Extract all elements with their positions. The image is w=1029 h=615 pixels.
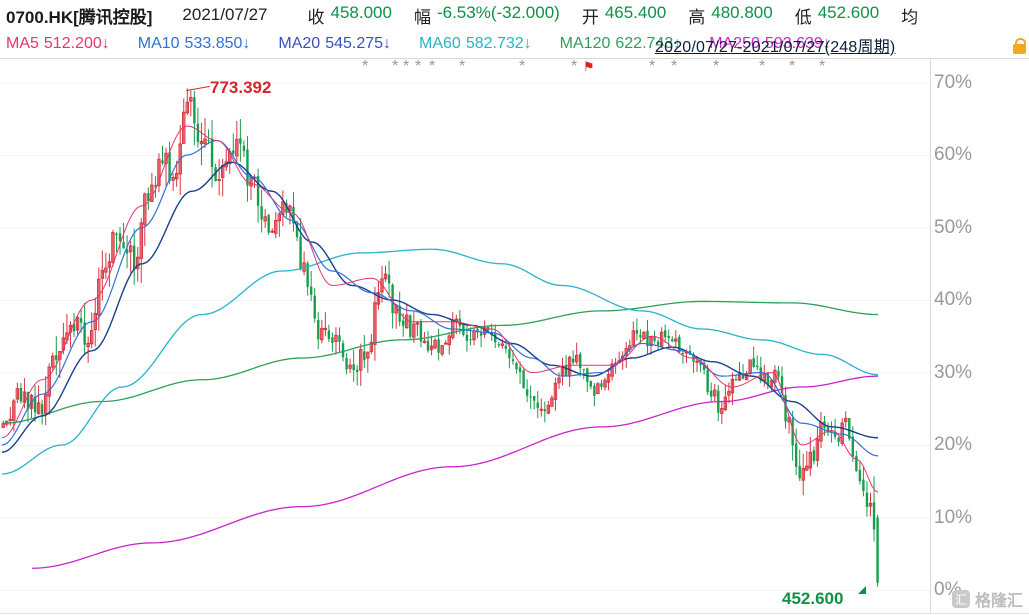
ma10-readout: MA10 533.850↓ [138, 35, 251, 53]
ma250-readout: MA250 593.639↓ [709, 35, 831, 53]
ma20-value: 545.275↓ [325, 34, 392, 52]
ma5-value: 512.200↓ [43, 34, 110, 52]
y-axis-tick-label: 50% [934, 216, 973, 238]
period-range-selector[interactable]: 2020/07/27-2021/07/27(248周期) [655, 39, 896, 56]
watermark: 汇 格隆汇 [951, 587, 1023, 611]
peak-price-annotation: 773.392 [210, 78, 272, 97]
event-asterisk-marker[interactable]: * [671, 58, 678, 75]
y-axis-tick-label: 20% [934, 434, 973, 455]
change-field: 幅 -6.53%(-32.000) [414, 3, 560, 28]
event-asterisk-marker[interactable]: * [392, 58, 399, 75]
event-asterisk-marker[interactable]: * [789, 58, 796, 75]
change-value: -6.53%(-32.000) [436, 2, 560, 22]
event-asterisk-marker[interactable]: * [571, 58, 578, 75]
ma120-readout: MA120 622.743↓ [560, 35, 682, 53]
chart-bottom-border [0, 613, 1029, 614]
ma120-label: MA120 [559, 34, 611, 52]
close-label: 收 [307, 7, 325, 27]
y-axis-tick-label: 70% [934, 71, 973, 93]
quote-date: 2021/07/27 [182, 5, 268, 24]
ma20-readout: MA20 545.275↓ [278, 35, 391, 53]
high-value: 480.800 [711, 2, 773, 22]
high-field: 高 480.800 [688, 3, 772, 28]
chart-right-border [930, 58, 931, 613]
ma60-readout: MA60 582.732↓ [419, 35, 532, 53]
y-axis-tick-label: 40% [934, 289, 973, 310]
lock-icon[interactable] [1013, 38, 1026, 54]
event-asterisk-marker[interactable]: * [403, 58, 410, 75]
close-value: 458.000 [330, 2, 392, 22]
chart-top-border [0, 58, 1029, 59]
ma10-value: 533.850↓ [184, 34, 251, 52]
ma10-label: MA10 [137, 34, 180, 52]
event-asterisk-marker[interactable]: * [429, 58, 436, 75]
event-asterisk-marker[interactable]: * [415, 58, 422, 75]
ma250-value: 593.639↓ [764, 34, 831, 52]
event-asterisk-marker[interactable]: * [519, 58, 526, 75]
ma-bar: MA5 512.200↓ MA10 533.850↓ MA20 545.275↓… [0, 30, 1029, 57]
ma60-value: 582.732↓ [465, 34, 532, 52]
open-field: 开 465.400 [582, 3, 666, 28]
avg-field: 均 [901, 3, 918, 28]
event-asterisk-marker[interactable]: * [649, 58, 656, 75]
ma5-label: MA5 [6, 34, 39, 52]
low-label: 低 [794, 7, 812, 27]
event-asterisk-marker[interactable]: * [759, 58, 766, 75]
ma120-value: 622.743↓ [615, 34, 682, 52]
low-marker-icon [858, 586, 866, 594]
event-asterisk-marker[interactable]: * [819, 58, 826, 75]
ticker-symbol: 0700.HK[腾讯控股] [6, 7, 153, 27]
open-value: 465.400 [604, 2, 667, 22]
event-asterisk-marker[interactable]: * [459, 58, 466, 75]
quote-bar: 0700.HK[腾讯控股] 2021/07/27 收 458.000 幅 -6.… [0, 0, 1029, 30]
ma5-readout: MA5 512.200↓ [6, 35, 110, 53]
ma250-label: MA250 [709, 34, 760, 52]
high-label: 高 [688, 7, 706, 27]
low-price-annotation: 452.600 [782, 589, 844, 608]
low-value: 452.600 [817, 2, 880, 22]
event-flag-icon[interactable]: ⚑ [583, 59, 595, 74]
watermark-text: 格隆汇 [974, 593, 1023, 610]
ma20-label: MA20 [278, 34, 321, 52]
open-label: 开 [581, 7, 599, 27]
event-asterisk-marker[interactable]: * [362, 58, 369, 75]
y-axis-tick-label: 30% [934, 361, 973, 383]
event-asterisk-marker[interactable]: * [713, 58, 720, 75]
change-label: 幅 [413, 7, 431, 27]
gelonghui-logo-icon: 汇 [951, 590, 970, 608]
avg-label: 均 [901, 7, 919, 27]
close-field: 收 458.000 [308, 3, 392, 28]
y-axis-tick-label: 10% [934, 506, 973, 528]
ma60-label: MA60 [419, 34, 461, 52]
low-field: 低 452.600 [795, 3, 879, 28]
y-axis-tick-label: 60% [934, 144, 973, 165]
